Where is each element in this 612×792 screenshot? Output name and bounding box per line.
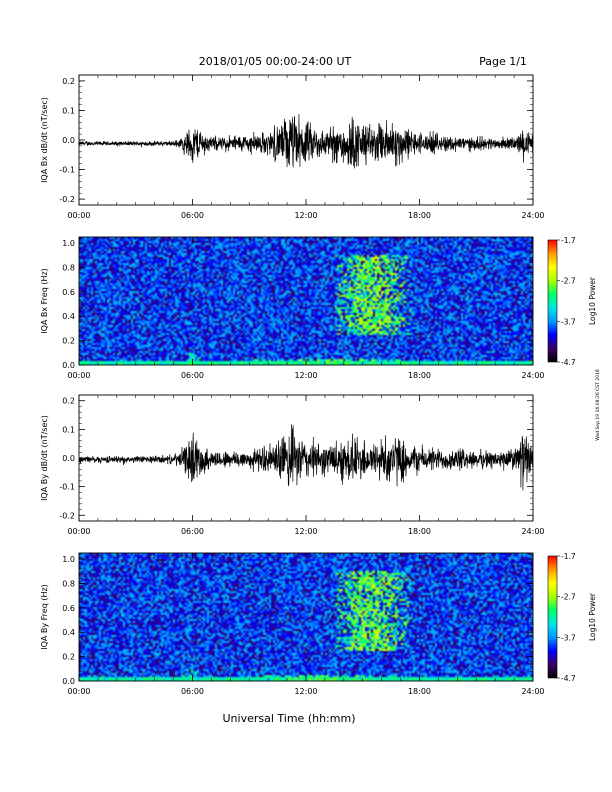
figure-title: 2018/01/05 00:00-24:00 UT: [199, 55, 352, 68]
y-tick-label: 0.2: [62, 77, 75, 86]
x-tick-label: 00:00: [67, 687, 90, 696]
y-tick-label: 0.0: [62, 677, 75, 686]
y-tick-label: 0.2: [62, 337, 75, 346]
y-tick-label: 0.2: [62, 653, 75, 662]
series-trace: [79, 424, 533, 491]
x-tick-label: 06:00: [181, 211, 204, 220]
series-trace: [79, 114, 533, 169]
panels: 00:00 06:00 12:00 18:00 24:00 -0.2 -0.1 0.0 0.1 0…: [40, 74, 597, 696]
y-tick-label: 0.8: [62, 579, 75, 588]
x-tick-label: 12:00: [294, 211, 317, 220]
colorbar-tick-label: -3.7: [561, 633, 576, 642]
y-tick-label: 0.1: [62, 425, 75, 434]
x-tick-label: 12:00: [294, 687, 317, 696]
page-indicator: Page 1/1: [479, 55, 527, 68]
x-tick-label: 18:00: [408, 687, 431, 696]
y-tick-label: -0.2: [59, 511, 75, 520]
y-tick-label: 1.0: [62, 239, 75, 248]
y-axis-label: IQA By dB/dt (nT/sec): [40, 415, 49, 501]
colorbar-tick-label: -2.7: [561, 593, 576, 602]
x-tick-label: 12:00: [294, 527, 317, 536]
y-axis-label: IQA By Freq (Hz): [40, 584, 49, 650]
y-tick-label: 0.4: [62, 312, 75, 321]
side-timestamp: Wed Sep 19 16:08:26 CST 2018: [595, 369, 601, 441]
y-tick-label: 0.0: [62, 454, 75, 463]
y-tick-label: 1.0: [62, 555, 75, 564]
spectrogram-image: [79, 237, 533, 365]
x-tick-label: 24:00: [521, 211, 544, 220]
x-tick-label: 18:00: [408, 371, 431, 380]
colorbar-tick-label: -1.7: [561, 552, 576, 561]
y-tick-label: -0.1: [59, 483, 75, 492]
colorbar: [547, 555, 558, 679]
x-tick-label: 06:00: [181, 371, 204, 380]
spectrogram-image: [79, 553, 533, 681]
x-tick-label: 24:00: [521, 527, 544, 536]
y-tick-label: 0.0: [62, 361, 75, 370]
colorbar-tick-label: -1.7: [561, 236, 576, 245]
colorbar: [547, 239, 558, 363]
panel-2: -1.7 -2.7 -3.7 -4.7 Log10 Power 00:00 06:00 12:…: [40, 236, 597, 380]
y-tick-label: 0.0: [62, 136, 75, 145]
x-tick-label: 00:00: [67, 211, 90, 220]
y-tick-label: -0.1: [59, 166, 75, 175]
x-tick-label: 06:00: [181, 527, 204, 536]
panel-3: 00:00 06:00 12:00 18:00 24:00 -0.2 -0.1 0.0 0.1 0…: [40, 394, 545, 536]
colorbar-tick-label: -3.7: [561, 317, 576, 326]
y-tick-label: -0.2: [59, 195, 75, 204]
x-tick-label: 24:00: [521, 371, 544, 380]
panel-4: -1.7 -2.7 -3.7 -4.7 Log10 Power 00:00 06:00 12:…: [40, 552, 597, 696]
y-axis-label: IQA Bx dB/dt (nT/sec): [40, 97, 49, 183]
x-tick-label: 18:00: [408, 211, 431, 220]
y-tick-label: 0.4: [62, 628, 75, 637]
colorbar-tick-label: -4.7: [561, 674, 576, 683]
y-axis-label: IQA Bx Freq (Hz): [40, 268, 49, 334]
time-axis-label: Universal Time (hh:mm): [223, 712, 356, 725]
y-tick-label: 0.1: [62, 106, 75, 115]
x-tick-label: 12:00: [294, 371, 317, 380]
y-tick-label: 0.8: [62, 263, 75, 272]
y-tick-label: 0.2: [62, 397, 75, 406]
x-tick-label: 24:00: [521, 687, 544, 696]
panel-1: 00:00 06:00 12:00 18:00 24:00 -0.2 -0.1 0.0 0.1 0…: [40, 74, 545, 220]
x-tick-label: 00:00: [67, 527, 90, 536]
colorbar-tick-label: -4.7: [561, 358, 576, 367]
colorbar-tick-label: -2.7: [561, 277, 576, 286]
x-tick-label: 18:00: [408, 527, 431, 536]
colorbar-label: Log10 Power: [588, 592, 597, 641]
y-tick-label: 0.6: [62, 604, 75, 613]
colorbar-label: Log10 Power: [588, 276, 597, 325]
x-tick-label: 00:00: [67, 371, 90, 380]
y-tick-label: 0.6: [62, 288, 75, 297]
x-tick-label: 06:00: [181, 687, 204, 696]
